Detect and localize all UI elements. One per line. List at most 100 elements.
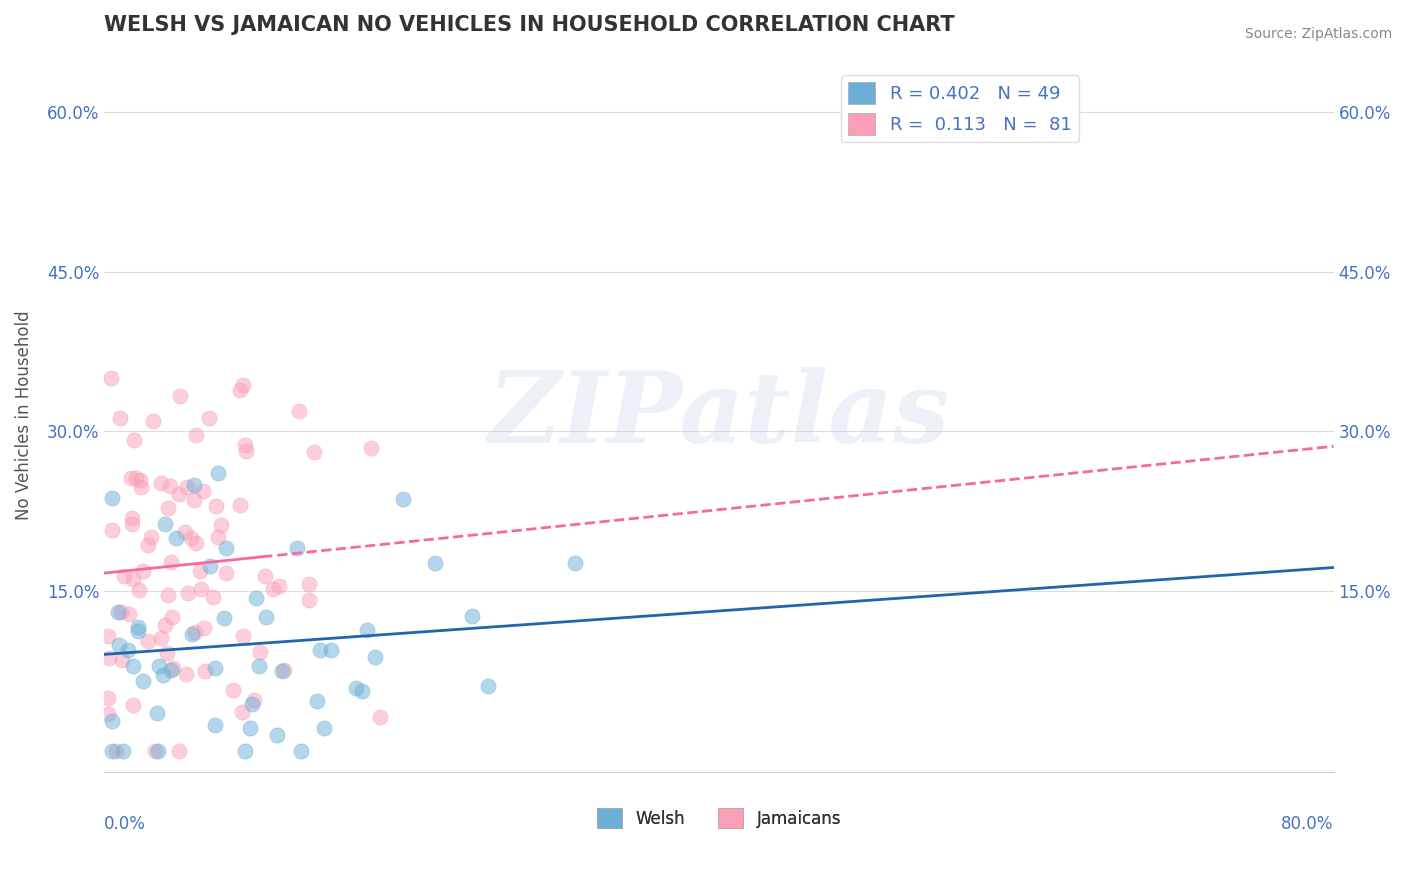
Point (564, 556, 586, 570)
Point (188, 564, 211, 578)
Point (136, 633, 159, 648)
Point (156, 646, 179, 660)
Point (112, 568, 135, 582)
Point (162, 661, 184, 675)
Point (312, 721, 335, 735)
Point (271, 664, 294, 678)
Point (101, 714, 124, 728)
Point (180, 531, 202, 545)
Point (121, 659, 143, 673)
Point (229, 498, 252, 512)
Point (127, 620, 149, 634)
Point (368, 710, 391, 724)
Point (215, 566, 238, 580)
Point (159, 479, 181, 493)
Point (118, 607, 141, 621)
Point (127, 624, 149, 638)
Point (97, 629, 120, 643)
Point (350, 684, 373, 698)
Point (392, 491, 415, 506)
Text: WELSH VS JAMAICAN NO VEHICLES IN HOUSEHOLD CORRELATION CHART: WELSH VS JAMAICAN NO VEHICLES IN HOUSEHO… (104, 15, 955, 35)
Point (97, 707, 120, 722)
Point (360, 441, 382, 455)
Point (285, 541, 308, 555)
Point (194, 664, 217, 678)
Point (111, 744, 134, 758)
Point (245, 591, 267, 605)
Point (169, 744, 191, 758)
Point (125, 471, 148, 485)
Point (184, 625, 207, 640)
Point (232, 629, 254, 643)
Point (160, 610, 183, 624)
Point (186, 428, 208, 442)
Point (108, 638, 131, 652)
Point (148, 658, 170, 673)
Point (231, 705, 253, 719)
Point (122, 433, 145, 447)
Point (477, 679, 499, 693)
Point (139, 529, 162, 543)
Point (243, 693, 266, 707)
Point (173, 524, 195, 539)
Point (108, 411, 131, 425)
Point (425, 557, 447, 571)
Point (121, 517, 143, 532)
Point (107, 605, 129, 619)
Point (200, 559, 222, 574)
Point (122, 572, 145, 586)
Point (165, 531, 187, 545)
Point (193, 621, 215, 635)
Point (247, 659, 270, 673)
Point (239, 721, 262, 735)
Point (148, 744, 170, 758)
Point (298, 577, 321, 591)
Point (101, 523, 124, 537)
Point (356, 623, 378, 637)
Point (176, 480, 198, 494)
Point (169, 487, 191, 501)
Point (461, 609, 484, 624)
Point (232, 377, 254, 392)
Point (214, 611, 236, 625)
Point (153, 517, 176, 532)
Point (149, 475, 172, 490)
Point (221, 682, 243, 697)
Point (156, 588, 179, 602)
Point (142, 414, 165, 428)
Point (160, 663, 183, 677)
Point (169, 389, 191, 403)
Text: ZIPatlas: ZIPatlas (488, 368, 950, 464)
Point (110, 606, 132, 620)
Point (122, 698, 145, 713)
Point (146, 706, 169, 720)
Point (121, 511, 143, 525)
Point (207, 466, 229, 480)
Point (174, 666, 197, 681)
Point (97, 690, 120, 705)
Point (233, 438, 256, 452)
Point (129, 479, 152, 493)
Point (117, 643, 139, 657)
Point (183, 493, 205, 508)
Point (319, 643, 342, 657)
Point (128, 473, 150, 487)
Point (254, 610, 277, 624)
Point (150, 631, 173, 645)
Point (204, 718, 226, 732)
Point (240, 698, 263, 712)
Y-axis label: No Vehicles in Household: No Vehicles in Household (15, 310, 32, 520)
Point (128, 583, 150, 598)
Point (152, 668, 174, 682)
Point (204, 661, 226, 675)
Point (305, 694, 328, 708)
Point (290, 744, 312, 758)
Point (262, 582, 284, 596)
Point (97, 650, 120, 665)
Point (205, 499, 228, 513)
Point (190, 582, 212, 597)
Text: 0.0%: 0.0% (104, 815, 146, 833)
Text: 80.0%: 80.0% (1281, 815, 1334, 833)
Point (101, 491, 124, 505)
Point (249, 645, 271, 659)
